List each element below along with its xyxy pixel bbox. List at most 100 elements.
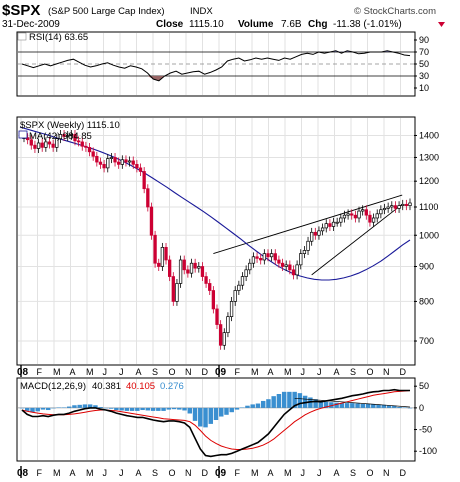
month-axis-middle: 08 F M A M J J A S O N D 09 F M A M J J A S O N D [17,365,407,378]
price-candle-body [95,155,99,163]
bottom-month-label: J [301,468,306,478]
price-candle-body [368,214,372,223]
price-candle-body [178,259,183,284]
price-candle-body [146,188,150,208]
price-candle-body [98,161,103,165]
macd-histogram-bar [51,407,56,409]
price-candle-body [142,171,146,190]
price-candle-body [328,223,332,227]
macd-line [21,388,410,458]
rsi-line [21,50,411,82]
copyright: © StockCharts.com [354,6,436,17]
macd-histogram-bar [323,401,329,408]
macd-histogram-bar [292,391,297,408]
price-candle-body [277,259,281,264]
macd-histogram-bar [318,401,324,408]
macd-histogram-bar [397,407,402,408]
price-candle-body [331,221,336,227]
month-axis-bottom: 08 F M A M J J A S O N D 09 F M A M J J A S O N D [17,466,407,479]
middle-month-label: M [284,367,292,377]
price-candle-body [302,250,307,254]
macd-histogram-bar [250,404,255,408]
index-name: (S&P 500 Large Cap Index) [48,6,165,17]
price-candle-body [69,134,73,136]
price-candle-body [357,210,361,219]
price-candle-body [248,262,252,271]
price-candle-body [197,266,201,269]
rsi-tick-label: 30 [419,71,429,81]
price-panel: 700 800 900 1000 1100 1200 1300 1400 $SPX (Week… [16,116,439,366]
macd-histogram-bar [72,405,77,408]
bottom-month-label: M [284,468,292,478]
macd-tick-label: 50 [419,381,429,391]
macd-histogram-bar [87,404,93,408]
price-candle-body [237,284,241,291]
price-candle-body [84,145,88,148]
price-tick-label: 1100 [419,202,438,212]
macd-histogram-bar [376,404,381,408]
price-candle-body [55,138,59,148]
price-candle-body [182,259,186,271]
price-candle-body [47,141,52,145]
price-candle-body [364,209,368,216]
macd-histogram-bar [119,407,124,411]
macd-histogram-bar [245,405,250,408]
price-candle-body [320,227,325,232]
price-candle-body [76,140,81,143]
trendline-1 [213,194,403,255]
middle-month-label: F [235,367,241,377]
middle-month-label: A [136,367,142,377]
price-candle-body [266,253,270,258]
bottom-month-label: M [53,468,61,478]
macd-histogram-bar [224,407,229,415]
macd-histogram-bar [35,407,40,412]
bottom-month-label: N [383,468,390,478]
macd-trendline [294,397,411,408]
price-candle-body [342,214,347,219]
bottom-month-label: J [103,468,108,478]
price-candle-body [80,141,84,147]
macd-legend-signal: 40.105 [126,381,155,392]
price-candle-body [175,283,179,302]
middle-month-label: M [53,367,61,377]
price-candle-body [317,230,321,236]
bottom-month-label: S [350,468,356,478]
price-candle-body [324,223,328,229]
macd-panel: 50 0 -50 -100 MACD(12,26,9) 40.381 40.105 0… [16,377,437,462]
chg-label: Chg [308,19,327,30]
middle-month-label: A [268,367,274,377]
bottom-month-label: F [235,468,241,478]
rsi-tick-label: 90 [419,35,429,45]
price-tick-label: 1200 [419,176,439,186]
price-candle-body [62,134,66,137]
price-candle-body [386,206,390,209]
price-candle-body [193,262,197,269]
macd-histogram-bar [402,407,407,408]
macd-histogram-bar [161,407,166,411]
price-candle-body [262,253,266,261]
close-value: 1115.10 [189,19,224,30]
price-candle-body [149,206,154,236]
macd-histogram-bar [140,407,145,411]
macd-histogram-bar [313,399,318,408]
macd-frame [16,377,416,462]
macd-histogram-bar [334,402,339,408]
bottom-month-label: D [202,468,209,478]
bottom-month-label: A [70,468,76,478]
bottom-month-label: J [119,468,124,478]
price-tick-label: 1400 [419,130,439,140]
middle-month-label: O [367,367,374,377]
bottom-month-label: O [169,468,176,478]
price-candle-body [393,205,398,209]
macd-histogram-bar [77,404,82,408]
price-candle-body [404,203,409,206]
macd-histogram-bar [297,393,303,408]
macd-histogram-bar [266,399,271,408]
rsi-tick-label: 70 [419,47,429,57]
price-candle-body [44,141,48,148]
middle-month-label: 09 [215,367,227,378]
macd-histogram-bar [371,404,376,408]
macd-histogram-bar [365,403,371,408]
middle-month-label: A [334,367,340,377]
